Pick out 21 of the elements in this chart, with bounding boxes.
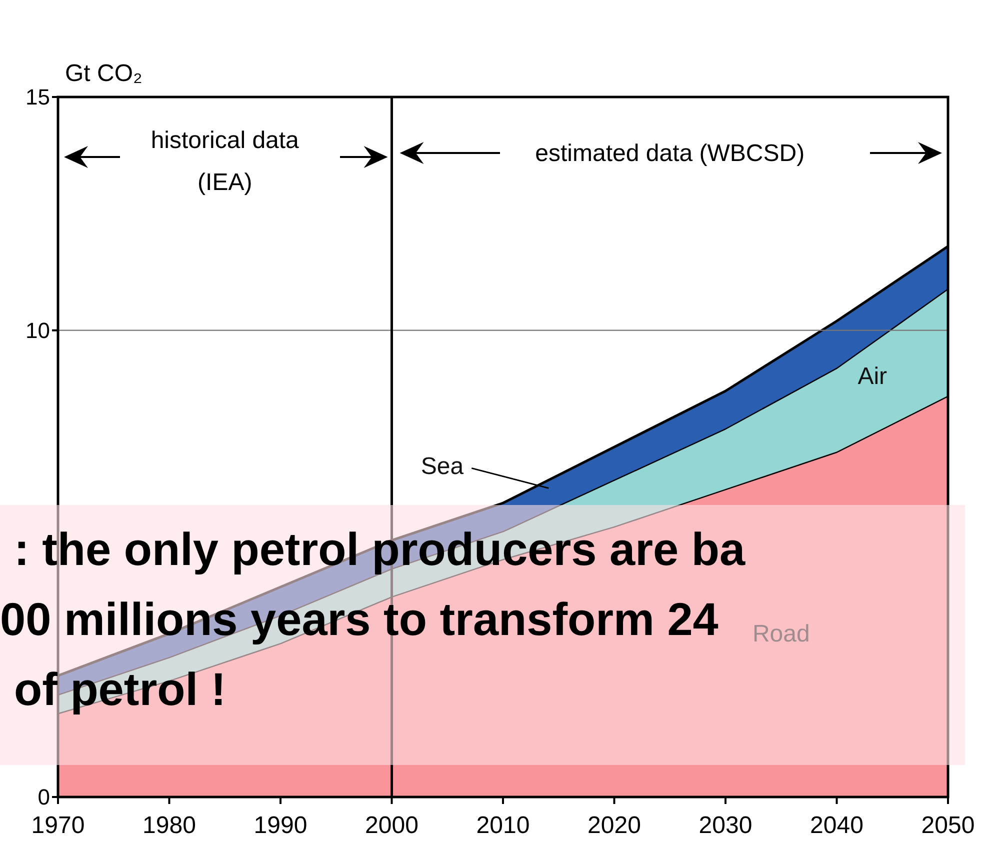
x-tick-label: 2020 — [588, 812, 641, 839]
series-label: Air — [858, 362, 888, 390]
y-tick-label: 10 — [26, 318, 50, 344]
annotation: 00 millions years to transform 24 — [0, 593, 719, 645]
series-label: Road — [752, 620, 810, 648]
x-tick-label: 2050 — [921, 812, 975, 839]
annotation: historical data (IEA) — [150, 127, 300, 196]
annotation: of petrol ! — [14, 663, 226, 715]
legend-label: Sea — [420, 453, 464, 480]
x-tick-label: 1990 — [254, 812, 308, 839]
x-tick-label: 2030 — [698, 812, 752, 839]
x-tick-label: 2040 — [810, 812, 864, 839]
y-tick-label: 0 — [38, 784, 50, 810]
annotation: estimated data (WBCSD) — [535, 140, 805, 167]
x-tick-label: 1970 — [31, 812, 85, 839]
y-tick-label: 15 — [26, 84, 50, 110]
y-axis-title: Gt CO₂ — [65, 60, 142, 87]
x-tick-label: 2010 — [476, 812, 530, 839]
x-tick-label: 2000 — [365, 812, 418, 839]
annotation: : the only petrol producers are ba — [14, 523, 746, 575]
x-tick-label: 1980 — [142, 812, 196, 839]
